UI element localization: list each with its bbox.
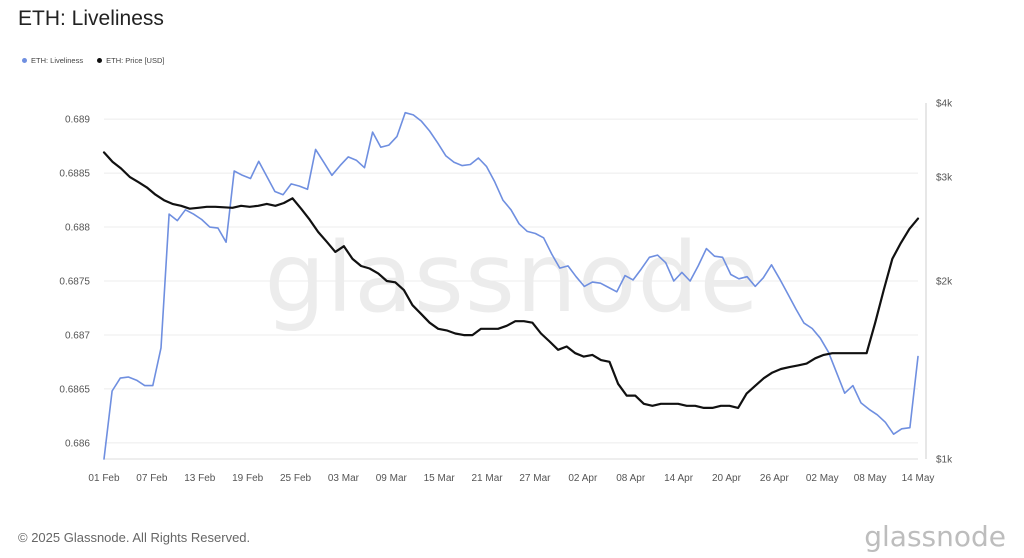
price-legend-dot-icon [97,58,103,63]
x-tick-label: 01 Feb [88,473,120,484]
legend: ETH: Liveliness ETH: Price [USD] [22,56,164,65]
x-tick-label: 27 Mar [519,473,551,484]
x-tick-label: 19 Feb [232,473,264,484]
y-right-tick-label: $4k [936,99,953,110]
y-left-tick-label: 0.6865 [59,384,90,395]
x-tick-label: 14 May [902,473,935,484]
price-series-line [102,151,920,409]
legend-label-liveliness: ETH: Liveliness [31,56,84,65]
x-tick-label: 02 Apr [568,473,598,484]
chart-title: ETH: Liveliness [18,7,164,30]
x-tick-label: 02 May [806,473,839,484]
x-tick-label: 20 Apr [712,473,742,484]
x-tick-label: 09 Mar [376,473,408,484]
x-tick-label: 03 Mar [328,473,360,484]
legend-label-price: ETH: Price [USD] [106,56,165,65]
legend-item-price[interactable]: ETH: Price [USD] [97,56,164,65]
liveliness-legend-dot-icon [22,58,27,63]
y-left-tick-label: 0.686 [65,438,90,449]
y-left-tick-label: 0.687 [65,330,90,341]
x-tick-label: 26 Apr [760,473,790,484]
liveliness-series-line [103,111,919,460]
y-left-tick-label: 0.689 [65,115,90,126]
x-tick-label: 25 Feb [280,473,312,484]
legend-item-liveliness[interactable]: ETH: Liveliness [22,56,83,65]
y-left-tick-label: 0.6885 [59,169,90,180]
y-left-tick-label: 0.6875 [59,277,90,288]
x-tick-label: 08 May [854,473,887,484]
x-tick-label: 15 Mar [424,473,456,484]
y-right-tick-label: $3k [936,172,953,183]
x-tick-label: 13 Feb [184,473,216,484]
line-chart: 0.686 0.6865 0.687 0.6875 0.688 0.6885 0.689 $1… [59,99,953,485]
x-tick-label: 08 Apr [616,473,646,484]
y-left-tick-label: 0.688 [65,223,90,234]
brand-logo: glassnode [864,520,1006,553]
y-right-tick-label: $2k [936,277,953,288]
y-right-tick-label: $1k [936,455,953,466]
x-tick-label: 21 Mar [471,473,503,484]
x-tick-label: 14 Apr [664,473,694,484]
x-tick-label: 07 Feb [136,473,168,484]
copyright-footer: © 2025 Glassnode. All Rights Reserved. [18,530,251,545]
